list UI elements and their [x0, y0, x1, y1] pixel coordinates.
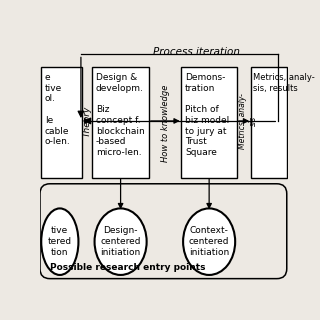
- FancyBboxPatch shape: [92, 67, 149, 178]
- Text: Design &
developm.

Biz
concept f.
blockchain
-based
micro-len.: Design & developm. Biz concept f. blockc…: [96, 73, 145, 157]
- Text: Context-
centered
initiation: Context- centered initiation: [189, 226, 229, 257]
- Ellipse shape: [41, 208, 78, 275]
- Text: Design-
centered
initiation: Design- centered initiation: [100, 226, 141, 257]
- Text: How to knowledge: How to knowledge: [162, 85, 171, 162]
- Text: e
tive
ol.

le
cable
o-len.: e tive ol. le cable o-len.: [45, 73, 71, 146]
- Text: tive
tered
tion: tive tered tion: [48, 226, 72, 257]
- FancyBboxPatch shape: [181, 67, 237, 178]
- Text: Possible research entry points: Possible research entry points: [50, 263, 205, 273]
- Text: Process iteration: Process iteration: [153, 47, 240, 57]
- Ellipse shape: [95, 208, 147, 275]
- Text: Theory: Theory: [82, 105, 91, 137]
- FancyBboxPatch shape: [251, 67, 287, 178]
- Ellipse shape: [183, 208, 235, 275]
- Text: Demons-
tration

Pitch of
biz model
to jury at
Trust
Square: Demons- tration Pitch of biz model to ju…: [185, 73, 229, 157]
- FancyBboxPatch shape: [41, 67, 82, 178]
- Text: Metrics, analy-
sis: Metrics, analy- sis: [238, 93, 258, 149]
- Text: Metrics, analy-
sis, results: Metrics, analy- sis, results: [253, 73, 315, 93]
